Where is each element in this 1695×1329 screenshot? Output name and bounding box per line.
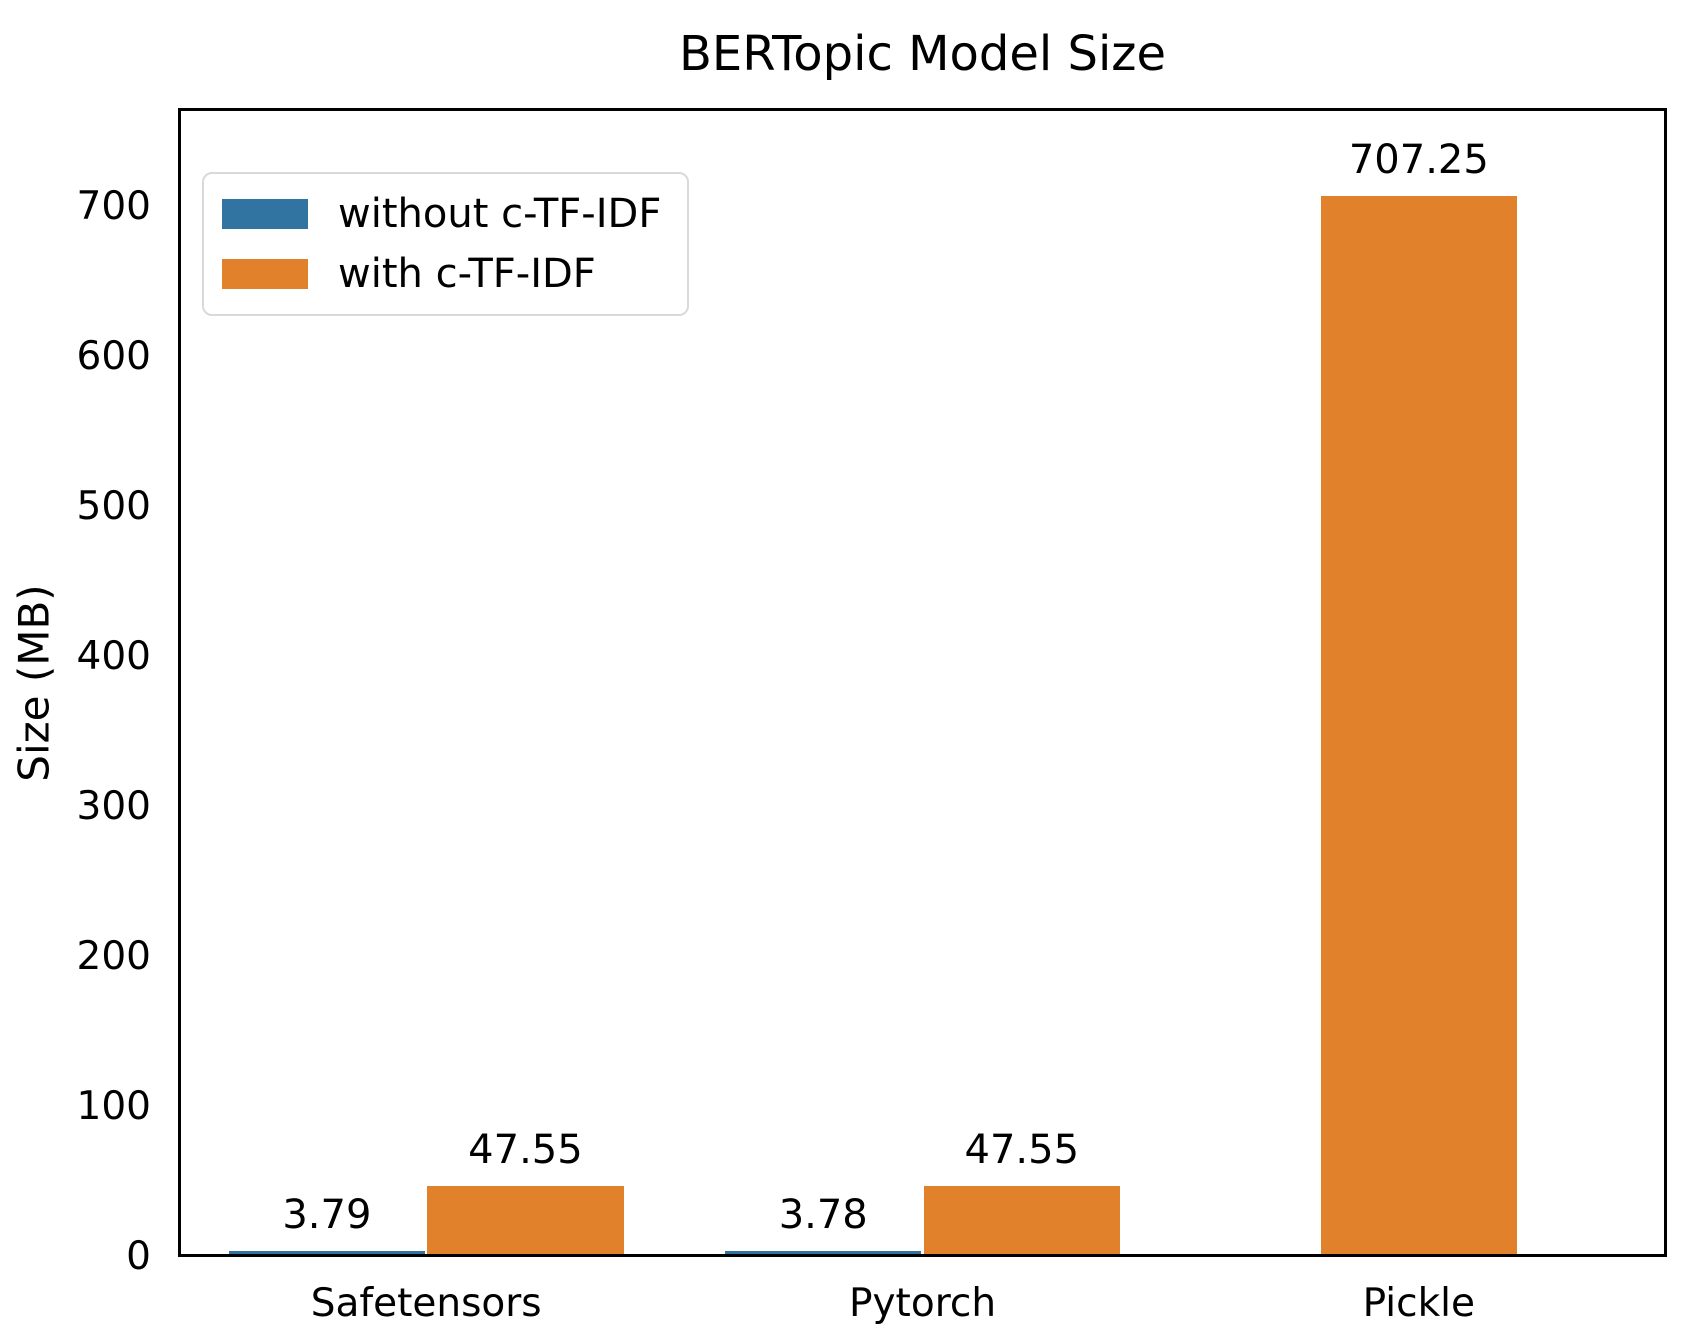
x-tick-mark xyxy=(425,1257,428,1272)
y-tick-mark xyxy=(163,956,178,959)
bar-value-label: 707.25 xyxy=(1348,137,1489,184)
legend-item-without-ctfidf: without c-TF-IDF xyxy=(222,192,661,236)
y-tick-label: 700 xyxy=(76,184,151,229)
x-tick-mark xyxy=(1417,1257,1420,1272)
x-tick-label: Pytorch xyxy=(848,1281,997,1326)
y-tick-mark xyxy=(163,356,178,359)
y-tick-mark xyxy=(163,206,178,209)
bar-pytorch-without-ctfidf xyxy=(724,1251,922,1257)
y-tick-mark xyxy=(163,656,178,659)
y-tick-mark xyxy=(163,1106,178,1109)
y-tick-mark xyxy=(163,1256,178,1259)
x-tick-mark xyxy=(921,1257,924,1272)
y-tick-mark xyxy=(163,506,178,509)
legend: without c-TF-IDF with c-TF-IDF xyxy=(202,172,690,316)
bar-pytorch-with-ctfidf xyxy=(923,1185,1121,1257)
bar-value-label: 47.55 xyxy=(468,1126,583,1173)
legend-label: with c-TF-IDF xyxy=(338,251,596,297)
legend-swatch-orange xyxy=(222,259,308,289)
bar-value-label: 3.78 xyxy=(778,1192,868,1239)
chart-title: BERTopic Model Size xyxy=(678,26,1167,82)
legend-label: without c-TF-IDF xyxy=(338,191,662,237)
y-tick-label: 500 xyxy=(76,484,151,529)
y-tick-label: 400 xyxy=(76,634,151,679)
bar-value-label: 47.55 xyxy=(964,1126,1080,1173)
y-tick-label: 600 xyxy=(76,334,151,379)
y-tick-label: 200 xyxy=(76,934,151,979)
y-tick-label: 0 xyxy=(126,1234,151,1279)
x-tick-label: Safetensors xyxy=(310,1281,542,1326)
legend-swatch-blue xyxy=(222,199,308,229)
bar-value-label: 3.79 xyxy=(282,1192,372,1239)
x-tick-label: Pickle xyxy=(1362,1281,1476,1326)
bar-safetensors-without-ctfidf xyxy=(228,1251,426,1257)
bar-safetensors-with-ctfidf xyxy=(427,1185,624,1257)
y-tick-label: 100 xyxy=(76,1084,151,1129)
y-tick-mark xyxy=(163,806,178,809)
y-tick-label: 300 xyxy=(76,784,151,829)
legend-item-with-ctfidf: with c-TF-IDF xyxy=(222,252,661,296)
bar-pickle-with-ctfidf xyxy=(1320,196,1518,1257)
y-axis-label: Size (MB) xyxy=(9,583,59,782)
